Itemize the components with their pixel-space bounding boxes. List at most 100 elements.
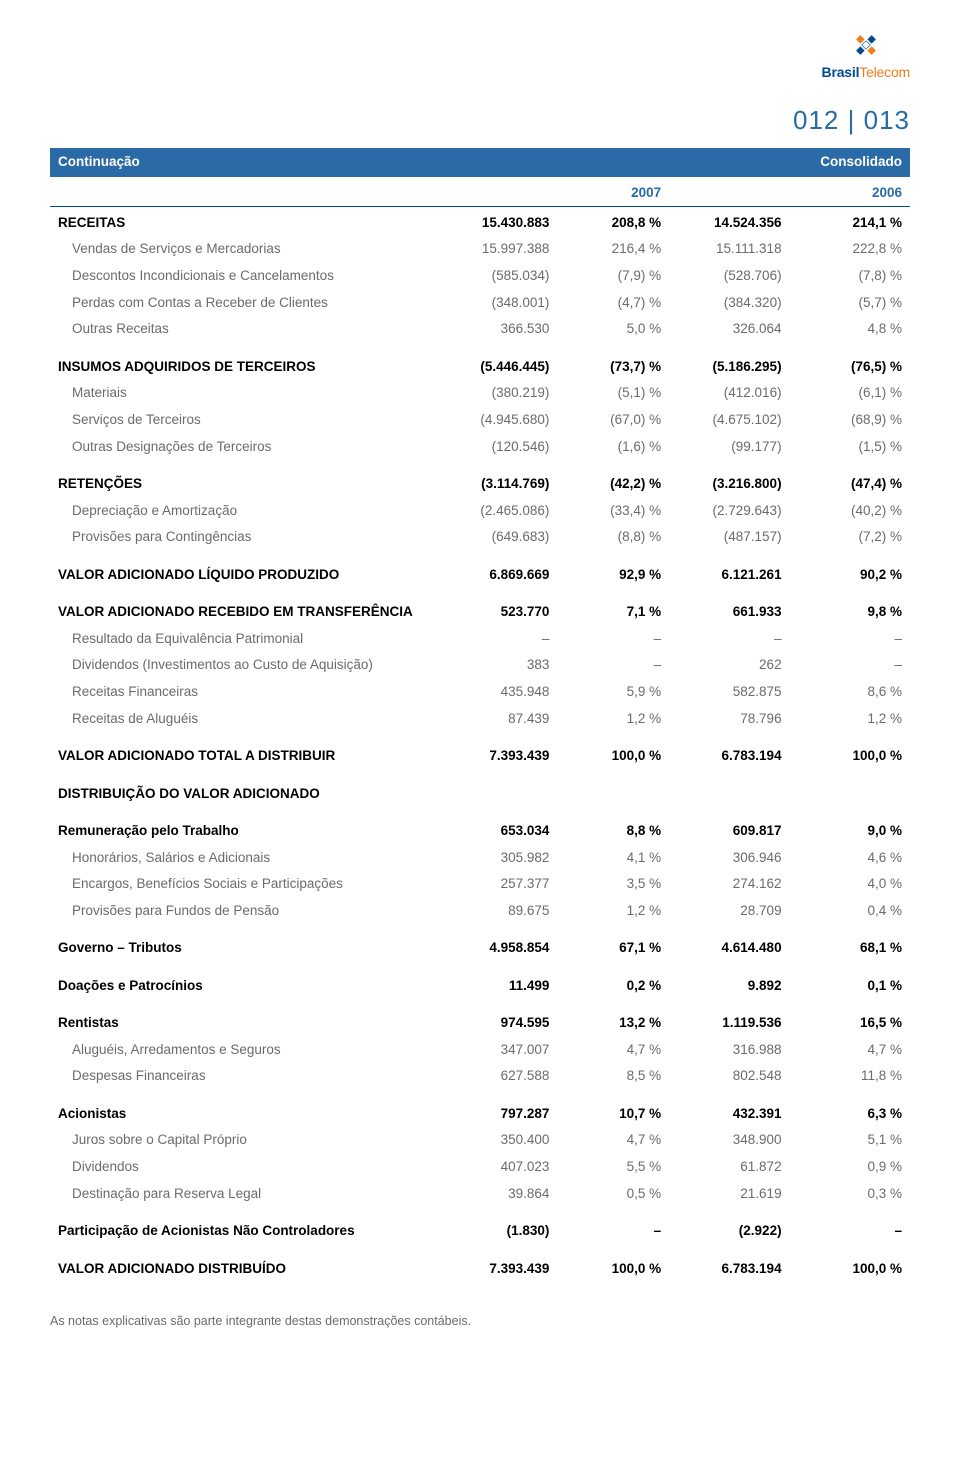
table-row: VALOR ADICIONADO RECEBIDO EM TRANSFERÊNC… bbox=[50, 588, 910, 625]
row-label: Encargos, Benefícios Sociais e Participa… bbox=[50, 871, 437, 898]
row-pct-2007: 8,8 % bbox=[557, 807, 669, 844]
row-pct-2007: (1,6) % bbox=[557, 433, 669, 460]
row-pct-2007 bbox=[557, 770, 669, 807]
row-label: VALOR ADICIONADO LÍQUIDO PRODUZIDO bbox=[50, 551, 437, 588]
row-pct-2006: (76,5) % bbox=[790, 343, 910, 380]
row-value-2006: (3.216.800) bbox=[669, 460, 789, 497]
table-row: Encargos, Benefícios Sociais e Participa… bbox=[50, 871, 910, 898]
row-label: Honorários, Salários e Adicionais bbox=[50, 844, 437, 871]
table-row: Remuneração pelo Trabalho653.0348,8 %609… bbox=[50, 807, 910, 844]
header-right: Consolidado bbox=[437, 148, 910, 176]
row-pct-2007: 1,2 % bbox=[557, 898, 669, 925]
row-pct-2007: 5,9 % bbox=[557, 679, 669, 706]
row-pct-2007: 67,1 % bbox=[557, 924, 669, 961]
row-label: Descontos Incondicionais e Cancelamentos bbox=[50, 263, 437, 290]
row-pct-2006: 9,0 % bbox=[790, 807, 910, 844]
row-value-2006: 15.111.318 bbox=[669, 236, 789, 263]
table-row: Participação de Acionistas Não Controlad… bbox=[50, 1207, 910, 1244]
table-row: Provisões para Fundos de Pensão89.6751,2… bbox=[50, 898, 910, 925]
header-year-a: 2007 bbox=[437, 177, 669, 207]
row-label: Governo – Tributos bbox=[50, 924, 437, 961]
row-pct-2007: – bbox=[557, 626, 669, 653]
row-value-2007: (5.446.445) bbox=[437, 343, 557, 380]
row-value-2007: 797.287 bbox=[437, 1090, 557, 1127]
row-pct-2007: – bbox=[557, 1207, 669, 1244]
row-pct-2007: 100,0 % bbox=[557, 1245, 669, 1282]
row-value-2007: 974.595 bbox=[437, 999, 557, 1036]
table-row: Juros sobre o Capital Próprio350.4004,7 … bbox=[50, 1127, 910, 1154]
table-body: RECEITAS15.430.883208,8 %14.524.356214,1… bbox=[50, 206, 910, 1282]
row-pct-2007: (42,2) % bbox=[557, 460, 669, 497]
row-pct-2007: (8,8) % bbox=[557, 524, 669, 551]
row-value-2006: 14.524.356 bbox=[669, 206, 789, 236]
row-value-2007: 407.023 bbox=[437, 1154, 557, 1181]
row-value-2006: 262 bbox=[669, 652, 789, 679]
row-pct-2006: 214,1 % bbox=[790, 206, 910, 236]
row-label: DISTRIBUIÇÃO DO VALOR ADICIONADO bbox=[50, 770, 437, 807]
row-pct-2007: 4,7 % bbox=[557, 1037, 669, 1064]
row-pct-2006: 1,2 % bbox=[790, 705, 910, 732]
row-value-2006: 1.119.536 bbox=[669, 999, 789, 1036]
logo-container: BrasilTelecom bbox=[50, 30, 910, 83]
row-value-2006: 316.988 bbox=[669, 1037, 789, 1064]
row-label: VALOR ADICIONADO RECEBIDO EM TRANSFERÊNC… bbox=[50, 588, 437, 625]
row-value-2007: 305.982 bbox=[437, 844, 557, 871]
row-value-2006: (2.922) bbox=[669, 1207, 789, 1244]
row-pct-2006: (7,2) % bbox=[790, 524, 910, 551]
row-pct-2007: 100,0 % bbox=[557, 732, 669, 769]
row-value-2007 bbox=[437, 770, 557, 807]
row-pct-2007: (7,9) % bbox=[557, 263, 669, 290]
row-pct-2007: 4,1 % bbox=[557, 844, 669, 871]
row-pct-2007: 8,5 % bbox=[557, 1063, 669, 1090]
table-row: Provisões para Contingências(649.683)(8,… bbox=[50, 524, 910, 551]
row-label: Perdas com Contas a Receber de Clientes bbox=[50, 289, 437, 316]
row-value-2007: (348.001) bbox=[437, 289, 557, 316]
row-pct-2007: – bbox=[557, 652, 669, 679]
row-pct-2006: 16,5 % bbox=[790, 999, 910, 1036]
row-pct-2007: (5,1) % bbox=[557, 380, 669, 407]
row-label: Dividendos bbox=[50, 1154, 437, 1181]
header-left: Continuação bbox=[50, 148, 437, 176]
row-pct-2006: – bbox=[790, 1207, 910, 1244]
row-value-2006: (487.157) bbox=[669, 524, 789, 551]
table-row: Outras Designações de Terceiros(120.546)… bbox=[50, 433, 910, 460]
row-value-2006: 326.064 bbox=[669, 316, 789, 343]
row-value-2007: 15.430.883 bbox=[437, 206, 557, 236]
row-value-2007: (2.465.086) bbox=[437, 497, 557, 524]
table-row: Outras Receitas366.5305,0 %326.0644,8 % bbox=[50, 316, 910, 343]
row-value-2007: 4.958.854 bbox=[437, 924, 557, 961]
row-pct-2006: (6,1) % bbox=[790, 380, 910, 407]
brand-logo: BrasilTelecom bbox=[822, 30, 910, 83]
row-label: VALOR ADICIONADO TOTAL A DISTRIBUIR bbox=[50, 732, 437, 769]
table-row: Vendas de Serviços e Mercadorias15.997.3… bbox=[50, 236, 910, 263]
table-row: VALOR ADICIONADO DISTRIBUÍDO7.393.439100… bbox=[50, 1245, 910, 1282]
row-value-2007: (380.219) bbox=[437, 380, 557, 407]
row-value-2006: 274.162 bbox=[669, 871, 789, 898]
row-pct-2006: (1,5) % bbox=[790, 433, 910, 460]
table-header-years: 2007 2006 bbox=[50, 177, 910, 207]
row-value-2006: 6.783.194 bbox=[669, 732, 789, 769]
row-pct-2007: 3,5 % bbox=[557, 871, 669, 898]
page-number: 012 | 013 bbox=[50, 101, 910, 140]
row-value-2007: 435.948 bbox=[437, 679, 557, 706]
row-value-2007: 350.400 bbox=[437, 1127, 557, 1154]
row-value-2006: (2.729.643) bbox=[669, 497, 789, 524]
row-value-2006: 21.619 bbox=[669, 1181, 789, 1208]
row-pct-2006: 100,0 % bbox=[790, 732, 910, 769]
header-year-b: 2006 bbox=[669, 177, 910, 207]
row-pct-2006: 6,3 % bbox=[790, 1090, 910, 1127]
table-row: Doações e Patrocínios11.4990,2 %9.8920,1… bbox=[50, 962, 910, 999]
row-pct-2007: 10,7 % bbox=[557, 1090, 669, 1127]
row-label: Rentistas bbox=[50, 999, 437, 1036]
row-value-2007: 257.377 bbox=[437, 871, 557, 898]
row-label: Dividendos (Investimentos ao Custo de Aq… bbox=[50, 652, 437, 679]
row-value-2007: 653.034 bbox=[437, 807, 557, 844]
row-pct-2007: 4,7 % bbox=[557, 1127, 669, 1154]
row-pct-2006: 4,6 % bbox=[790, 844, 910, 871]
table-row: INSUMOS ADQUIRIDOS DE TERCEIROS(5.446.44… bbox=[50, 343, 910, 380]
row-value-2006: 661.933 bbox=[669, 588, 789, 625]
table-row: RETENÇÕES(3.114.769)(42,2) %(3.216.800)(… bbox=[50, 460, 910, 497]
row-pct-2006: 4,7 % bbox=[790, 1037, 910, 1064]
row-pct-2006: 0,3 % bbox=[790, 1181, 910, 1208]
row-value-2006 bbox=[669, 770, 789, 807]
